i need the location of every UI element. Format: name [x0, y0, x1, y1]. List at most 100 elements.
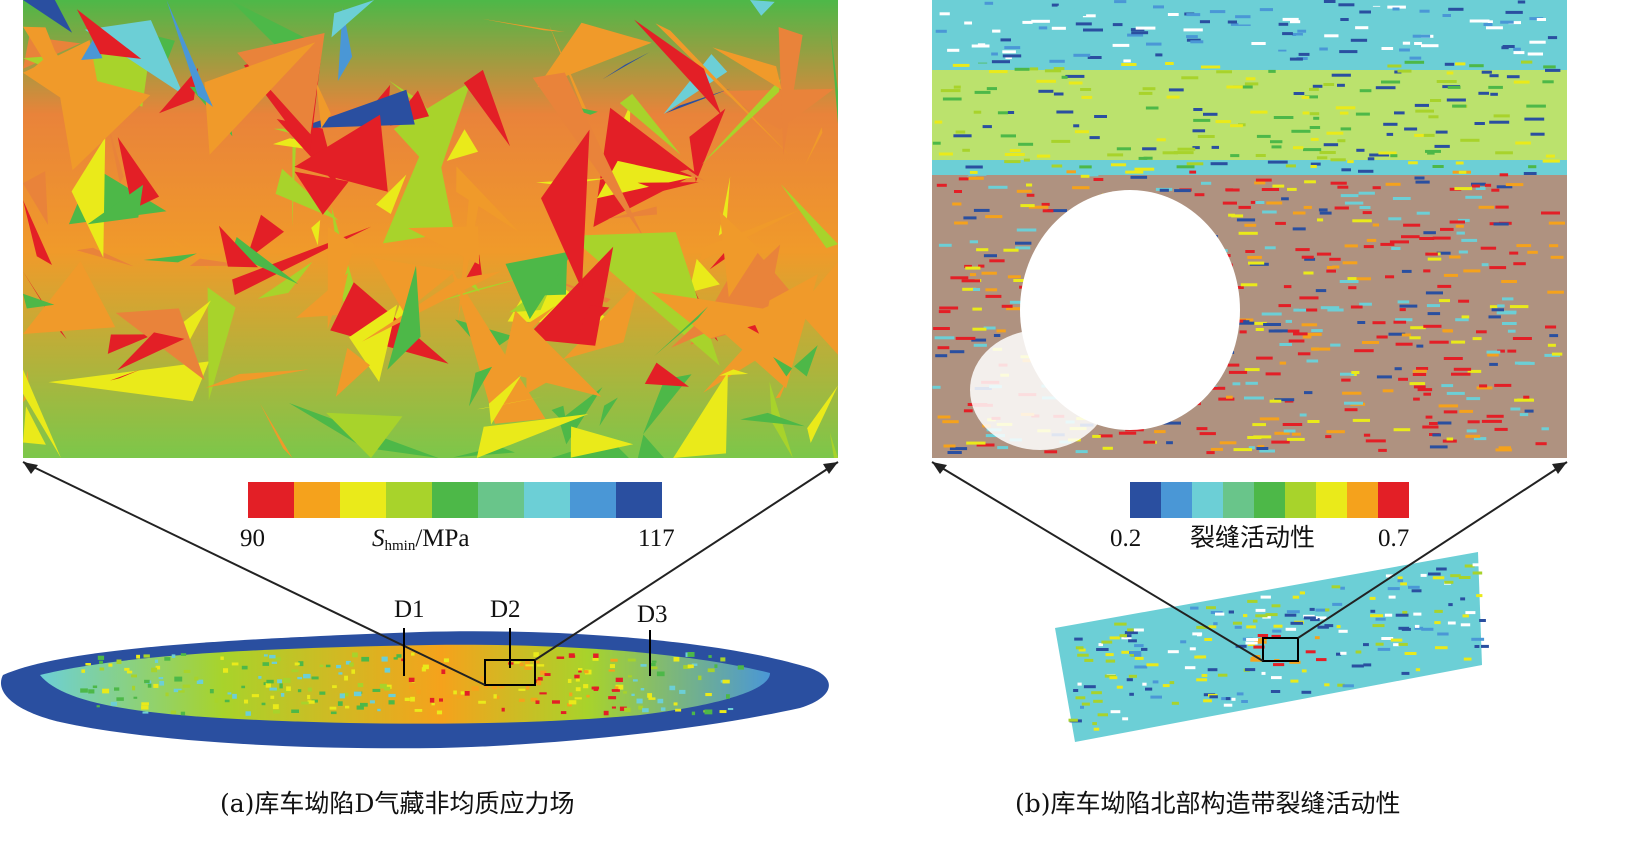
- reservoir-speck: [99, 667, 105, 671]
- fracture-mark: [1167, 13, 1179, 16]
- stress-facet: [117, 332, 185, 371]
- stress-facet: [23, 406, 46, 445]
- reservoir-speck: [298, 661, 304, 667]
- fracture-mark: [1303, 271, 1314, 275]
- fracture-mark: [1451, 340, 1466, 344]
- fracture-mark: [1414, 42, 1422, 45]
- fracture-mark: [1385, 182, 1401, 186]
- reservoir-speck: [619, 706, 627, 711]
- fracture-mark: [1316, 156, 1328, 160]
- fracture-mark: [1543, 65, 1556, 69]
- fracture-mark: [1429, 422, 1438, 425]
- fracture-mark: [1542, 80, 1554, 84]
- fracture-mark: [1506, 75, 1520, 79]
- belt-mark: [1271, 676, 1282, 680]
- well-d2-label: D2: [490, 596, 521, 623]
- belt-mark: [1241, 700, 1248, 703]
- belt-mark: [1075, 696, 1086, 700]
- stress-facet: [807, 385, 838, 443]
- fracture-colorbar-swatch: [1192, 482, 1223, 518]
- reservoir-speck: [647, 693, 653, 698]
- fracture-mark: [1529, 17, 1544, 21]
- stress-facet: [316, 81, 331, 129]
- fracture-mark: [1135, 26, 1156, 30]
- fracture-mark: [1419, 9, 1430, 13]
- reservoir-speck: [687, 652, 695, 657]
- stress-facet: [23, 26, 86, 128]
- fracture-mark: [965, 165, 983, 169]
- fracture-mark: [1302, 335, 1312, 339]
- fracture-mark: [1323, 0, 1336, 3]
- fracture-mark: [1429, 340, 1449, 344]
- fracture-mark: [1412, 373, 1427, 376]
- stress-facet: [450, 267, 546, 424]
- fracture-mark: [1274, 431, 1290, 435]
- stress-facet: [257, 261, 313, 299]
- stress-colorbar-swatch: [524, 482, 570, 518]
- fracture-mark: [1310, 137, 1319, 141]
- stress-facet: [476, 414, 589, 458]
- fracture-mark: [1455, 62, 1466, 66]
- fracture-mark: [1072, 13, 1087, 16]
- reservoir-speck: [307, 700, 315, 704]
- fracture-mark: [982, 125, 992, 129]
- fracture-mark: [947, 451, 962, 454]
- stress-facet: [205, 369, 309, 388]
- fracture-mark: [1327, 308, 1344, 312]
- fracture-mark: [1278, 304, 1291, 308]
- reservoir-speck: [270, 695, 275, 699]
- belt-mark: [1420, 573, 1427, 577]
- zoom-line-a-left: [22, 461, 486, 686]
- fracture-mark: [1347, 277, 1357, 281]
- belt-mark: [1402, 610, 1408, 614]
- reservoir-speck: [534, 679, 538, 683]
- belt-mark: [1203, 699, 1212, 703]
- belt-mark: [1310, 618, 1320, 622]
- fracture-mark: [1044, 450, 1058, 454]
- fracture-mark: [1467, 369, 1482, 373]
- fracture-mark: [1320, 5, 1329, 9]
- belt-mark: [1247, 599, 1258, 603]
- belt-mark: [1208, 625, 1217, 629]
- fracture-mark: [952, 63, 970, 67]
- belt-mark: [1142, 682, 1147, 686]
- stress-colorbar-max-label: 117: [638, 525, 675, 552]
- fracture-mark: [934, 336, 955, 340]
- fracture-mark: [1201, 181, 1212, 185]
- stress-colorbar-swatch: [294, 482, 340, 518]
- stress-facet: [619, 93, 681, 155]
- belt-mark: [1315, 608, 1328, 612]
- fracture-mark: [1507, 329, 1516, 333]
- fracture-mark: [963, 216, 977, 220]
- reservoir-speck: [675, 708, 682, 712]
- reservoir-speck: [642, 708, 649, 713]
- fracture-mark: [1480, 246, 1497, 250]
- fracture-mark: [1166, 441, 1173, 445]
- fracture-mark: [1186, 162, 1204, 166]
- belt-mark: [1384, 613, 1393, 617]
- zoom-line-a-right: [534, 461, 839, 661]
- fracture-colorbar-swatch: [1285, 482, 1316, 518]
- fracture-mark: [973, 343, 987, 347]
- belt-mark: [1331, 585, 1341, 589]
- fracture-mark: [1448, 7, 1464, 11]
- fracture-mark: [1142, 147, 1157, 151]
- reservoir-speck: [650, 666, 658, 670]
- fracture-mark: [1107, 153, 1124, 157]
- fracture-mark: [1548, 221, 1565, 225]
- reservoir-speck: [624, 707, 631, 713]
- fracture-mark: [1435, 4, 1449, 8]
- belt-mark: [1201, 674, 1208, 677]
- fracture-mark: [1082, 14, 1096, 18]
- reservoir-speck: [657, 698, 664, 704]
- reservoir-speck: [726, 694, 730, 699]
- fracture-mark: [1031, 19, 1050, 23]
- reservoir-speck: [99, 660, 103, 664]
- reservoir-speck: [492, 686, 498, 690]
- fracture-mark: [1309, 33, 1320, 37]
- belt-mark: [1393, 643, 1400, 647]
- reservoir-speck: [422, 664, 429, 670]
- fracture-mark: [1458, 250, 1468, 254]
- fracture-mark: [1409, 56, 1422, 60]
- reservoir-speck: [283, 677, 291, 683]
